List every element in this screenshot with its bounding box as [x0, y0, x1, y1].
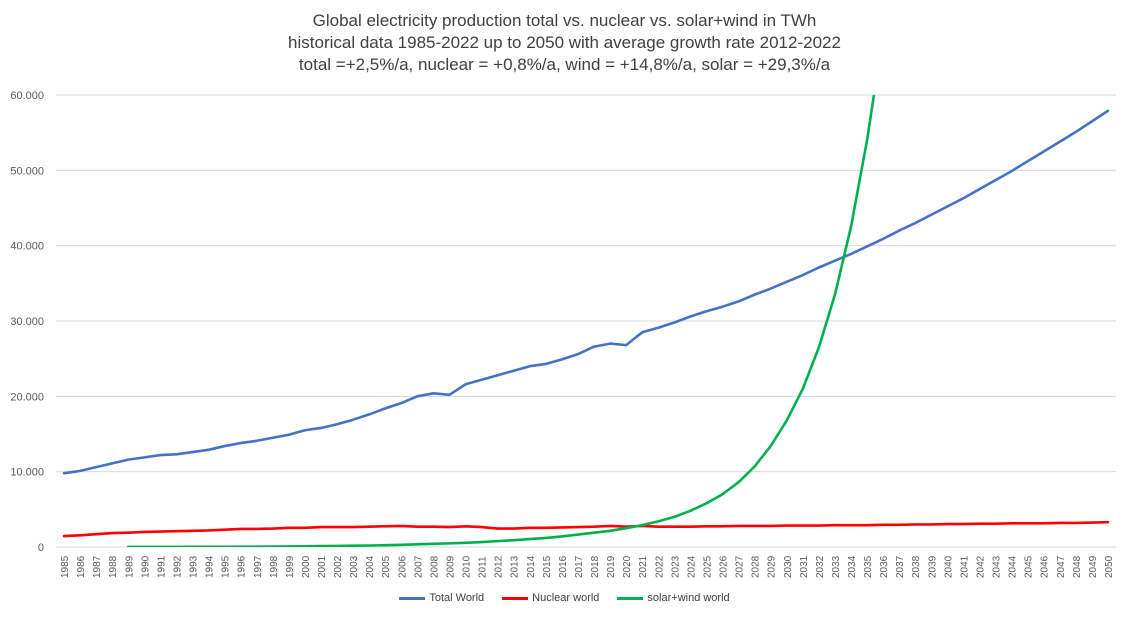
x-tick-label: 2007: [413, 555, 424, 578]
x-tick-label: 2017: [574, 555, 585, 578]
x-tick-label: 2013: [510, 555, 521, 578]
x-tick-label: 2033: [831, 555, 842, 578]
x-tick-label: 2046: [1040, 555, 1051, 578]
series-total-world-line: [62, 109, 1110, 475]
x-tick-label: 1988: [108, 555, 119, 578]
x-tick-label: 2036: [879, 555, 890, 578]
x-tick-label: 2010: [462, 555, 473, 578]
x-tick-label: 2005: [381, 555, 392, 578]
x-tick-label: 2012: [494, 555, 505, 578]
y-tick-label: 50.000: [10, 165, 44, 177]
y-tick-label: 40.000: [10, 241, 44, 253]
x-tick-label: 2042: [975, 555, 986, 578]
x-tick-label: 2050: [1104, 555, 1115, 578]
x-tick-label: 2029: [767, 555, 778, 578]
chart-subtitle-2: total =+2,5%/a, nuclear = +0,8%/a, wind …: [298, 55, 831, 74]
x-tick-label: 2002: [333, 555, 344, 578]
legend-item-solar-wind: solar+wind world: [617, 592, 730, 604]
legend-swatch-solar-wind: [617, 596, 644, 600]
legend: Total World Nuclear world solar+wind wor…: [0, 592, 1129, 604]
x-tick-label: 2044: [1008, 555, 1019, 578]
x-tick-label: 2022: [654, 555, 665, 578]
x-tick-label: 1997: [253, 555, 264, 578]
x-tick-label: 2016: [558, 555, 569, 578]
x-tick-label: 2037: [895, 555, 906, 578]
x-tick-label: 2001: [317, 555, 328, 578]
legend-item-nuclear: Nuclear world: [502, 592, 599, 604]
x-tick-label: 2043: [992, 555, 1003, 578]
x-tick-label: 1992: [172, 555, 183, 578]
chart-subtitle-1: historical data 1985-2022 up to 2050 wit…: [288, 33, 841, 52]
x-tick-label: 2015: [542, 555, 553, 578]
x-tick-label: 1995: [221, 555, 232, 578]
x-tick-label: 2047: [1056, 555, 1067, 578]
x-tick-label: 2008: [429, 555, 440, 578]
x-tick-label: 2027: [735, 555, 746, 578]
x-tick-label: 2041: [959, 555, 970, 578]
x-tick-label: 1986: [76, 555, 87, 578]
x-tick-label: 2030: [783, 555, 794, 578]
x-tick-label: 1993: [189, 555, 200, 578]
x-tick-label: 2003: [349, 555, 360, 578]
x-tick-label: 1994: [205, 555, 216, 578]
x-tick-label: 2009: [445, 555, 456, 578]
x-tick-label: 1999: [285, 555, 296, 578]
x-tick-label: 2004: [365, 555, 376, 578]
x-tick-label: 2006: [397, 555, 408, 578]
series-solar-wind-world-line: [126, 95, 876, 547]
legend-item-total: Total World: [399, 592, 484, 604]
y-tick-label: 30.000: [10, 316, 44, 328]
x-tick-label: 2028: [751, 555, 762, 578]
x-tick-label: 2045: [1024, 555, 1035, 578]
x-tick-label: 2023: [670, 555, 681, 578]
x-tick-label: 1990: [140, 555, 151, 578]
x-tick-label: 1991: [156, 555, 167, 578]
x-tick-label: 2032: [815, 555, 826, 578]
series-nuclear-world-line: [62, 520, 1110, 538]
x-tick-label: 2020: [622, 555, 633, 578]
x-tick-label: 2018: [590, 555, 601, 578]
x-tick-label: 1998: [269, 555, 280, 578]
x-tick-label: 2035: [863, 555, 874, 578]
x-tick-label: 2019: [606, 555, 617, 578]
x-tick-label: 1985: [60, 555, 71, 578]
y-tick-label: 20.000: [10, 391, 44, 403]
y-tick-label: 10.000: [10, 467, 44, 479]
y-tick-label: 0: [38, 542, 44, 554]
legend-label-solar-wind: solar+wind world: [647, 592, 730, 604]
x-tick-label: 2048: [1072, 555, 1083, 578]
x-tick-label: 2025: [702, 555, 713, 578]
legend-swatch-nuclear: [502, 596, 529, 600]
x-tick-label: 2011: [478, 556, 489, 578]
x-tick-label: 2040: [943, 555, 954, 578]
x-tick-label: 2049: [1088, 555, 1099, 578]
legend-label-total: Total World: [429, 592, 485, 604]
x-tick-label: 2014: [526, 555, 537, 578]
x-tick-label: 2039: [927, 555, 938, 578]
chart-title-block: Global electricity production total vs. …: [0, 10, 1129, 76]
x-tick-label: 1996: [237, 555, 248, 578]
x-tick-label: 1989: [124, 555, 135, 578]
x-tick-label: 2026: [719, 555, 730, 578]
legend-swatch-total: [399, 596, 426, 600]
x-tick-label: 2038: [911, 555, 922, 578]
y-tick-label: 60.000: [10, 90, 44, 102]
chart-title: Global electricity production total vs. …: [312, 11, 817, 30]
x-tick-label: 2021: [638, 555, 649, 578]
x-tick-label: 2031: [799, 555, 810, 578]
x-tick-label: 2034: [847, 555, 858, 578]
legend-label-nuclear: Nuclear world: [532, 592, 600, 604]
x-tick-label: 2024: [686, 555, 697, 578]
x-tick-label: 1987: [92, 555, 103, 578]
x-tick-label: 2000: [301, 555, 312, 578]
